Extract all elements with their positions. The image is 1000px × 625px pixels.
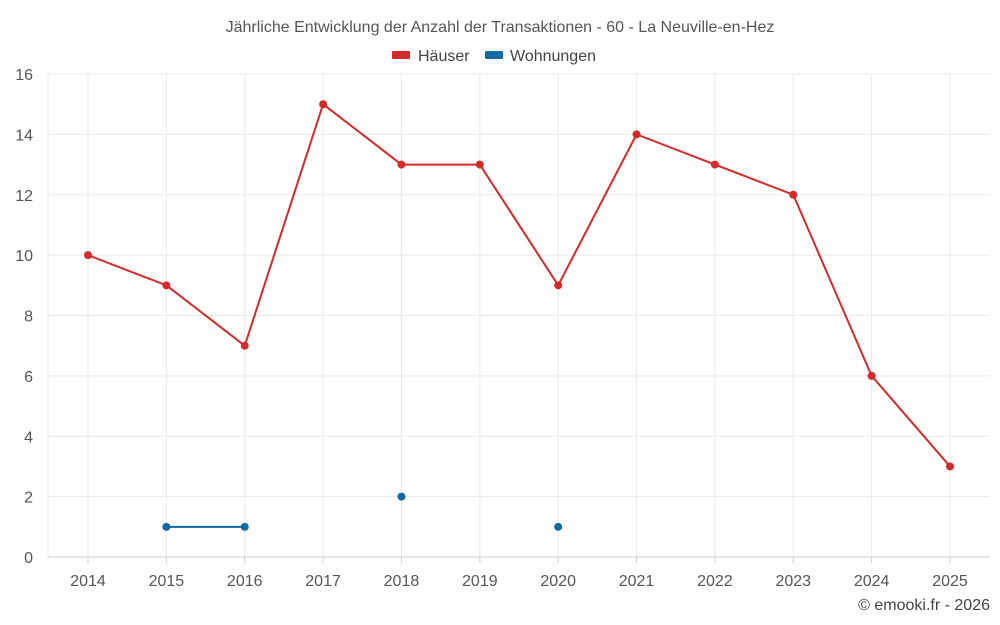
data-point-haeuser[interactable] [240,341,249,350]
x-tick-label: 2023 [775,573,811,590]
series-line-haeuser [87,103,951,468]
legend-item-haeuser[interactable]: Häuser [392,48,470,65]
data-point-haeuser[interactable] [710,160,719,169]
grid [47,73,990,557]
legend-swatch-haeuser [392,51,410,59]
series-haeuser [84,100,954,471]
series-wohnungen [162,492,563,531]
data-point-haeuser[interactable] [319,100,328,109]
x-tick-label: 2017 [305,573,341,590]
data-point-haeuser[interactable] [554,281,563,290]
axes: 0 2 4 6 8 10 12 14 16 2014 2015 2016 2017 2018 2019 202… [15,67,990,590]
legend-swatch-wohnungen [485,51,503,59]
series-layer [84,100,954,531]
legend: Häuser Wohnungen [392,48,596,65]
legend-label-haeuser: Häuser [418,48,470,65]
y-tick-label: 6 [24,369,33,386]
x-tick-label: 2018 [384,573,420,590]
x-tick-label: 2021 [619,573,655,590]
y-tick-label: 14 [15,127,33,144]
x-tick-label: 2025 [932,573,968,590]
x-tick-label: 2014 [70,573,106,590]
x-tick-label: 2020 [540,573,576,590]
data-point-wohnungen[interactable] [397,492,406,501]
data-point-wohnungen[interactable] [162,522,171,531]
data-point-haeuser[interactable] [632,130,641,139]
data-point-haeuser[interactable] [946,462,954,471]
y-tick-label: 4 [24,429,33,446]
data-point-haeuser[interactable] [397,160,406,169]
data-point-wohnungen[interactable] [240,522,249,531]
y-tick-label: 2 [24,490,33,507]
credit: © emooki.fr - 2026 [858,597,990,614]
y-tick-label: 8 [24,309,33,326]
x-tick-label: 2019 [462,573,498,590]
data-point-haeuser[interactable] [789,190,798,199]
x-tick-label: 2015 [149,573,185,590]
x-tick-label: 2016 [227,573,263,590]
data-point-haeuser[interactable] [867,371,876,380]
x-tick-label: 2022 [697,573,733,590]
data-point-haeuser[interactable] [475,160,484,169]
data-point-wohnungen[interactable] [554,522,563,531]
legend-item-wohnungen[interactable]: Wohnungen [485,48,596,65]
chart-title: Jährliche Entwicklung der Anzahl der Tra… [226,19,775,36]
y-tick-label: 0 [24,550,33,567]
legend-label-wohnungen: Wohnungen [510,48,596,65]
y-tick-label: 16 [15,67,33,84]
x-tick-label: 2024 [854,573,890,590]
y-tick-label: 10 [15,248,33,265]
data-point-haeuser[interactable] [162,281,171,290]
data-point-haeuser[interactable] [84,251,92,260]
y-tick-label: 12 [15,188,33,205]
